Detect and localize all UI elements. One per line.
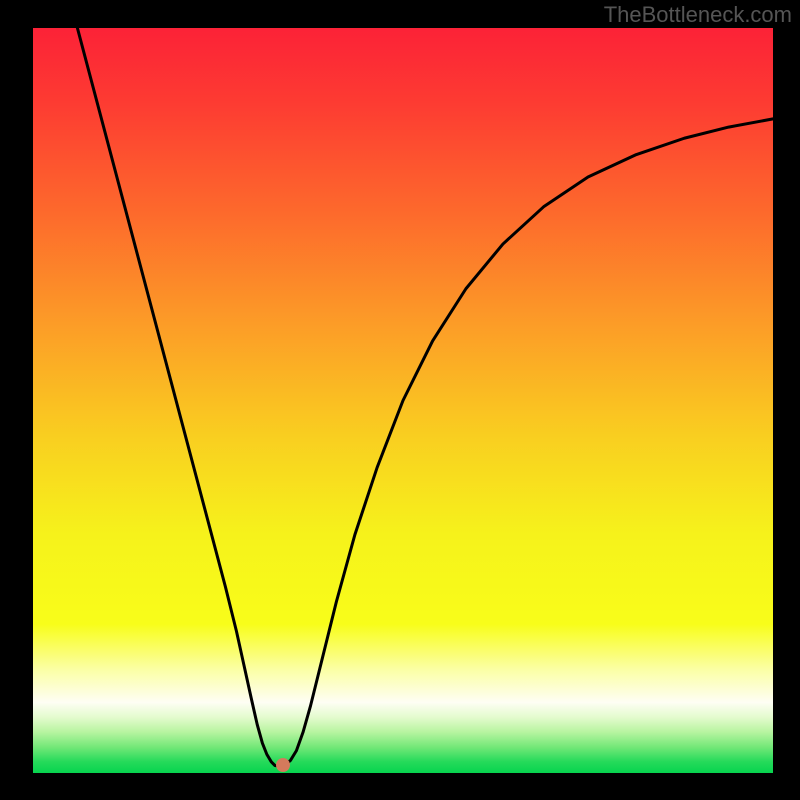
chart-curve (33, 28, 773, 773)
chart-plot-area (33, 28, 773, 773)
bottleneck-curve-path (77, 28, 773, 766)
minimum-marker-dot (276, 758, 290, 772)
watermark-text: TheBottleneck.com (604, 2, 792, 28)
